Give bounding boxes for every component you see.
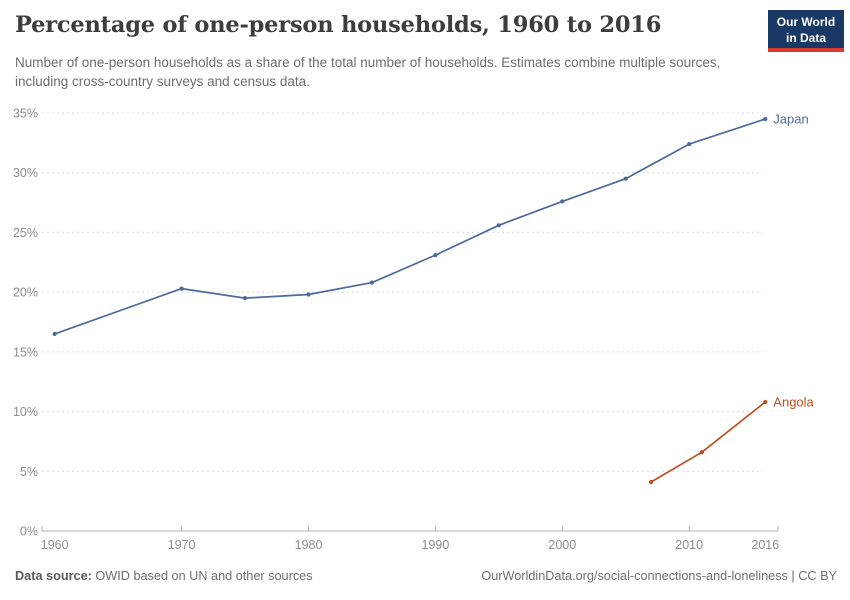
japan-data-point [623,176,628,181]
x-axis-tick-label: 1970 [168,538,196,552]
x-axis-tick-label: 1990 [421,538,449,552]
y-axis-tick-label: 30% [13,166,38,180]
x-axis-tick-label: 2010 [675,538,703,552]
x-axis-tick-label: 2000 [548,538,576,552]
page-title: Percentage of one-person households, 196… [15,12,662,38]
japan-data-point [369,280,374,285]
angola-data-point [649,479,654,485]
y-axis-tick-label: 10% [13,405,38,419]
chart-subtitle: Number of one-person households as a sha… [15,55,721,90]
x-axis-tick-label: 1960 [41,538,69,552]
japan-data-point [242,296,248,301]
japan-data-point [560,199,565,204]
series-label-angola[interactable]: Angola [773,395,814,410]
data-source-note: Data source: OWID based on UN and other … [15,569,313,583]
logo-text-line1: Our World [776,15,836,29]
japan-data-point [306,292,311,297]
owid-logo[interactable]: Our World in Data [768,10,844,52]
japan-data-point [179,286,184,291]
data-source-text: OWID based on UN and other sources [91,569,313,583]
y-axis-tick-label: 0% [20,525,38,539]
y-axis-tick-label: 15% [13,345,38,359]
japan-data-point [52,331,57,336]
angola-data-point [763,399,768,405]
y-axis-tick-label: 35% [13,107,38,121]
series-label-japan[interactable]: Japan [773,112,808,127]
angola-line [650,401,767,483]
data-source-label: Data source: [15,569,92,583]
japan-data-point [496,223,501,228]
logo-text-line2: in Data [785,30,826,45]
footer-link[interactable]: OurWorldinData.org/social-connections-an… [481,569,837,583]
japan-line [53,118,767,335]
japan-data-point [763,116,768,122]
angola-data-point [699,450,705,455]
x-axis-tick-label: 2016 [751,538,779,552]
japan-data-point [687,142,692,147]
y-axis-tick-label: 20% [13,286,38,300]
y-axis-tick-label: 25% [13,226,38,240]
y-axis-tick-label: 5% [20,465,38,479]
x-axis-tick-label: 1980 [295,538,323,552]
japan-data-point [433,253,438,258]
